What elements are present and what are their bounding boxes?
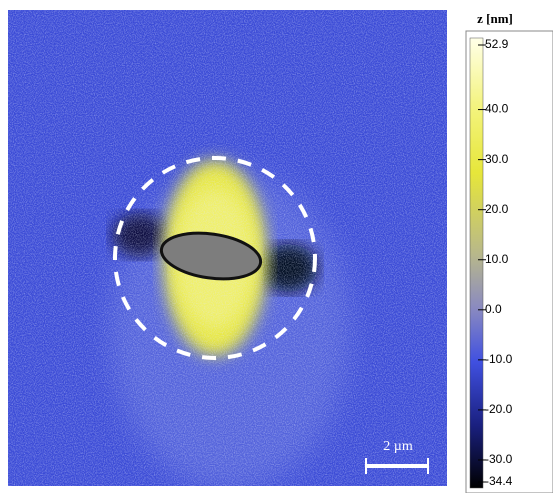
colorbar-tick-label: 40.0 xyxy=(485,102,509,116)
colorbar xyxy=(469,37,484,489)
height-map: 2 µm xyxy=(8,10,447,486)
colorbar-tick-label: -34.4 xyxy=(485,474,513,488)
colorbar-tick-label: -10.0 xyxy=(485,352,513,366)
colorbar-tick-label: 20.0 xyxy=(485,202,509,216)
colorbar-tick-label: 0.0 xyxy=(485,302,502,316)
colorbar-tick-label: 30.0 xyxy=(485,152,509,166)
colorbar-frame xyxy=(465,30,553,493)
scale-bar-label: 2 µm xyxy=(383,439,413,454)
colorbar-tick-label: 52.9 xyxy=(485,37,509,51)
colorbar-tick-label: -30.0 xyxy=(485,452,513,466)
colorbar-tick-label: 10.0 xyxy=(485,252,509,266)
colorbar-tick-label: -20.0 xyxy=(485,402,513,416)
colorbar-title: z [nm] xyxy=(477,11,513,26)
